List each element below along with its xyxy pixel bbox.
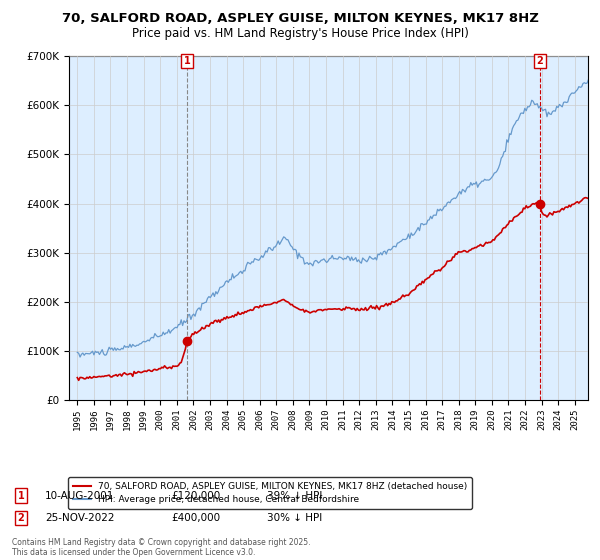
Text: 2: 2 bbox=[536, 56, 543, 66]
Text: 30% ↓ HPI: 30% ↓ HPI bbox=[267, 513, 322, 523]
Text: 1: 1 bbox=[184, 56, 190, 66]
Legend: 70, SALFORD ROAD, ASPLEY GUISE, MILTON KEYNES, MK17 8HZ (detached house), HPI: A: 70, SALFORD ROAD, ASPLEY GUISE, MILTON K… bbox=[68, 477, 472, 509]
Text: 2: 2 bbox=[17, 513, 25, 523]
Text: £400,000: £400,000 bbox=[171, 513, 220, 523]
Text: 39% ↓ HPI: 39% ↓ HPI bbox=[267, 491, 322, 501]
Text: 25-NOV-2022: 25-NOV-2022 bbox=[45, 513, 115, 523]
Text: £120,000: £120,000 bbox=[171, 491, 220, 501]
Text: 10-AUG-2001: 10-AUG-2001 bbox=[45, 491, 115, 501]
Text: Contains HM Land Registry data © Crown copyright and database right 2025.
This d: Contains HM Land Registry data © Crown c… bbox=[12, 538, 311, 557]
Text: Price paid vs. HM Land Registry's House Price Index (HPI): Price paid vs. HM Land Registry's House … bbox=[131, 27, 469, 40]
Text: 1: 1 bbox=[17, 491, 25, 501]
Text: 70, SALFORD ROAD, ASPLEY GUISE, MILTON KEYNES, MK17 8HZ: 70, SALFORD ROAD, ASPLEY GUISE, MILTON K… bbox=[62, 12, 538, 25]
